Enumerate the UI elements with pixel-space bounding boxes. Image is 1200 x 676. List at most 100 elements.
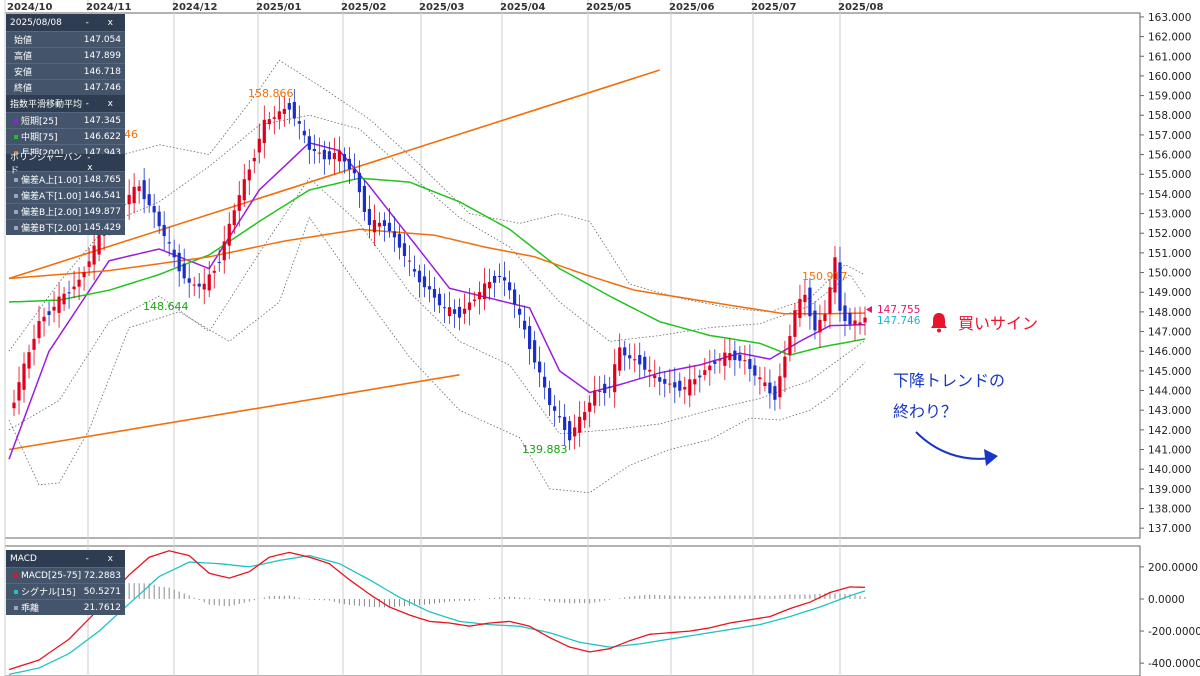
macd-panel-row: MACD[25-75] 72.2883 xyxy=(6,567,125,583)
candle-body xyxy=(307,136,311,150)
candle-body xyxy=(713,361,717,364)
candle-body xyxy=(853,320,857,326)
candle-body xyxy=(788,336,792,355)
price-tick-label: 163.000 xyxy=(1148,12,1191,24)
bb-panel-header: ボリンジャーバンド - x xyxy=(6,152,125,176)
series-color-swatch xyxy=(14,150,18,155)
price-tick-label: 147.000 xyxy=(1148,327,1191,339)
candle-body xyxy=(47,311,51,315)
candle-body xyxy=(147,194,151,206)
series-color-swatch xyxy=(14,118,18,123)
bb-panel-row: 偏差A下[1.00] 146.541 xyxy=(6,187,125,203)
panel-window-controls[interactable]: - x xyxy=(85,553,121,564)
candle-body xyxy=(347,158,351,170)
ohlc-row-label-text: 高値 xyxy=(14,52,33,62)
macd-row-label-text: シグナル[15] xyxy=(21,588,76,598)
candle-body xyxy=(42,316,46,322)
candle-body xyxy=(823,314,827,321)
candle-body xyxy=(137,186,141,191)
candle-body xyxy=(142,180,146,200)
price-tick-label: 157.000 xyxy=(1148,130,1191,142)
candle-body xyxy=(733,350,737,361)
x-tick-label: 2025/07 xyxy=(751,2,796,13)
candle-body xyxy=(172,249,176,258)
ema-row-label-text: 短期[25] xyxy=(21,117,58,127)
ema-panel-title: 指数平滑移動平均 xyxy=(10,100,83,110)
series-color-swatch xyxy=(14,589,18,594)
x-tick-label: 2025/08 xyxy=(838,2,883,13)
bell-icon xyxy=(931,313,947,333)
macd-plot-frame xyxy=(4,545,1141,676)
candle-body xyxy=(728,353,732,361)
candle-body xyxy=(543,376,547,388)
candle-body xyxy=(377,222,382,227)
panel-window-controls[interactable]: - x xyxy=(87,152,101,173)
candle-body xyxy=(553,406,557,411)
bb-row-label: 偏差B下[2.00] xyxy=(14,221,81,234)
panel-window-controls[interactable]: - x xyxy=(85,98,121,109)
candle-body xyxy=(593,390,597,406)
ema-line xyxy=(8,177,866,356)
candle-body xyxy=(67,292,71,294)
candle-body xyxy=(738,354,742,361)
bb-row-value: 148.765 xyxy=(83,174,121,185)
macd-row-label: MACD[25-75] xyxy=(14,571,81,581)
panel-window-controls[interactable]: - x xyxy=(85,17,121,28)
ohlc-row-value: 147.899 xyxy=(83,50,121,61)
ohlc-panel-title: 2025/08/08 xyxy=(10,17,62,28)
price-tick-label: 160.000 xyxy=(1148,71,1191,83)
series-color-swatch xyxy=(14,177,18,182)
x-tick-label: 2025/06 xyxy=(669,2,714,13)
candle-body xyxy=(247,169,251,181)
candle-body xyxy=(442,307,447,309)
candle-body xyxy=(828,287,832,314)
candle-body xyxy=(252,157,256,162)
macd-panel: MACD - x MACD[25-75] 72.2883 シグナル[15] 50.5271… xyxy=(6,550,125,615)
macd-tick-label: 200.0000 xyxy=(1148,562,1198,574)
candle-body xyxy=(598,390,602,392)
candle-body xyxy=(603,383,607,394)
price-tick-label: 137.000 xyxy=(1148,523,1191,535)
price-tick-label: 159.000 xyxy=(1148,91,1191,103)
candle-body xyxy=(202,283,206,290)
candle-body xyxy=(392,231,397,238)
trend-line xyxy=(8,374,460,451)
candle-body xyxy=(492,275,497,283)
ohlc-panel: 2025/08/08 - x 始値 147.054 高値 147.899 安値 146.718… xyxy=(6,14,125,95)
price-tick-label: 138.000 xyxy=(1148,504,1191,516)
candle-body xyxy=(818,319,822,333)
candle-body xyxy=(808,287,812,317)
ema-row-value: 147.943 xyxy=(83,147,121,158)
candle-body xyxy=(783,356,787,378)
price-tick-label: 144.000 xyxy=(1148,386,1191,398)
bollinger-panel: ボリンジャーバンド - x 偏差A上[1.00] 148.765 偏差A下[1.00] 1… xyxy=(6,152,125,235)
candle-body xyxy=(457,306,462,318)
series-color-swatch xyxy=(14,605,18,610)
candle-body xyxy=(37,321,41,339)
price-tick-label: 151.000 xyxy=(1148,248,1191,260)
candle-body xyxy=(12,402,16,409)
candle-body xyxy=(833,257,837,293)
candle-body xyxy=(242,179,246,201)
candle-body xyxy=(237,195,241,211)
ema-line xyxy=(8,141,866,460)
ema-panel: 指数平滑移動平均- x短期[25]147.345中期[75]146.622長期[… xyxy=(6,95,125,160)
candle-body xyxy=(77,279,81,287)
high-label-jul: 150.917 xyxy=(802,270,848,283)
ohlc-row-label: 安値 xyxy=(14,65,32,78)
candle-body xyxy=(257,138,261,153)
candle-body xyxy=(282,108,286,114)
candle-body xyxy=(472,299,477,302)
candle-body xyxy=(608,386,612,388)
candle-body xyxy=(558,416,562,418)
candle-body xyxy=(52,306,56,311)
ohlc-row-value: 147.746 xyxy=(83,82,121,93)
candle-body xyxy=(628,355,632,359)
candle-body xyxy=(227,223,231,246)
high-label-dec: 158.866 xyxy=(248,87,294,100)
candle-body xyxy=(477,292,482,300)
price-tick-label: 145.000 xyxy=(1148,366,1191,378)
macd-panel-row: シグナル[15] 50.5271 xyxy=(6,583,125,599)
x-tick-label: 2025/03 xyxy=(419,2,464,13)
price-tick-label: 148.000 xyxy=(1148,307,1191,319)
